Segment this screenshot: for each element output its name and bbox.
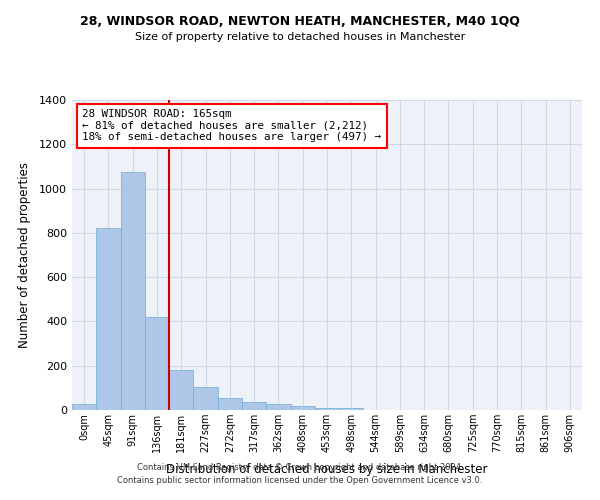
Bar [121, 172, 145, 410]
Text: 28 WINDSOR ROAD: 165sqm
← 81% of detached houses are smaller (2,212)
18% of semi: 28 WINDSOR ROAD: 165sqm ← 81% of detache… [82, 110, 381, 142]
Text: Contains public sector information licensed under the Open Government Licence v3: Contains public sector information licen… [118, 476, 482, 485]
Bar [145, 317, 169, 410]
Bar [315, 408, 339, 410]
Bar [290, 406, 315, 410]
Y-axis label: Number of detached properties: Number of detached properties [17, 162, 31, 348]
Bar [193, 387, 218, 410]
Bar [72, 404, 96, 410]
Bar [169, 370, 193, 410]
Bar [339, 408, 364, 410]
Bar [96, 228, 121, 410]
Bar [242, 402, 266, 410]
Bar [218, 398, 242, 410]
Text: 28, WINDSOR ROAD, NEWTON HEATH, MANCHESTER, M40 1QQ: 28, WINDSOR ROAD, NEWTON HEATH, MANCHEST… [80, 15, 520, 28]
X-axis label: Distribution of detached houses by size in Manchester: Distribution of detached houses by size … [166, 464, 488, 476]
Bar [266, 404, 290, 410]
Text: Size of property relative to detached houses in Manchester: Size of property relative to detached ho… [135, 32, 465, 42]
Text: Contains HM Land Registry data © Crown copyright and database right 2024.: Contains HM Land Registry data © Crown c… [137, 464, 463, 472]
